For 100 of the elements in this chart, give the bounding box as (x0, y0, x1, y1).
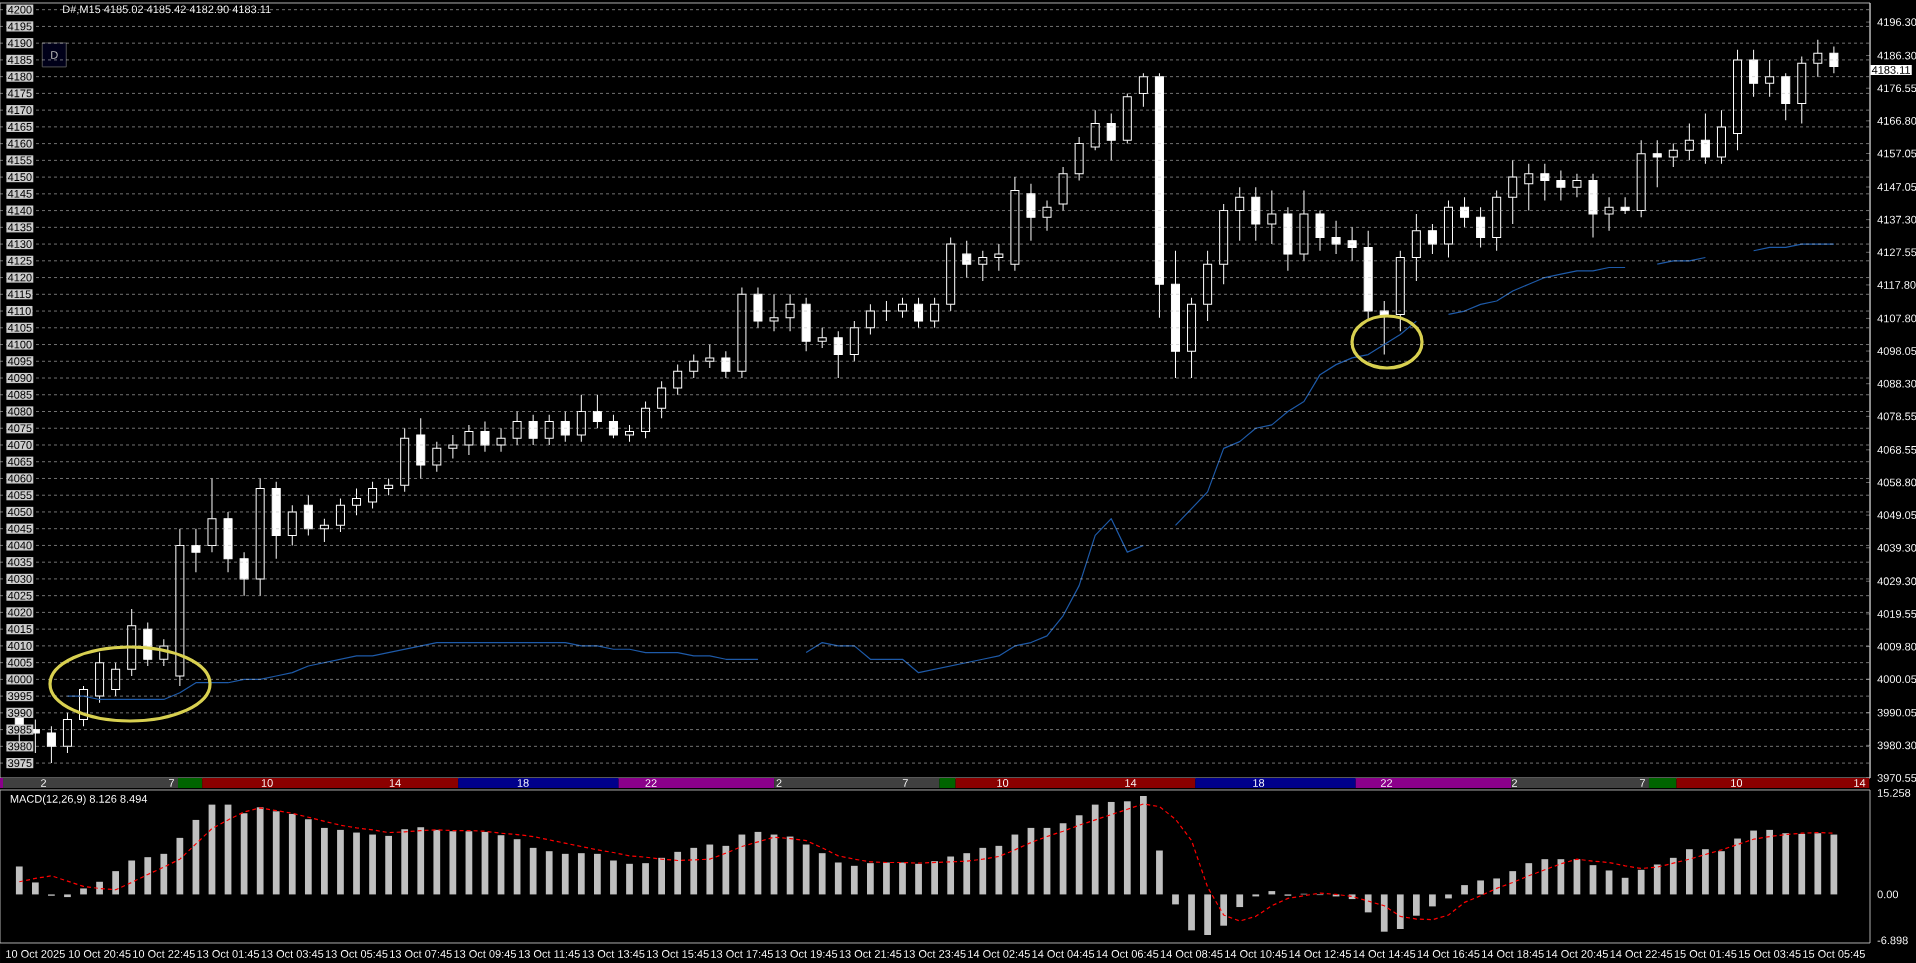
candlestick (544, 414, 554, 446)
y-tick-label: 4075 (7, 424, 32, 433)
y2-tick-label: 4088.30 (1877, 379, 1916, 388)
bar (1669, 857, 1677, 895)
candlestick (1106, 112, 1116, 161)
bar (899, 862, 906, 895)
x-tick-label: 13 Oct 11:45 (518, 950, 580, 958)
bar (867, 863, 874, 895)
bar (1075, 815, 1083, 895)
bar (1091, 804, 1099, 895)
candlestick (689, 354, 699, 379)
y-tick-label: 4080 (7, 407, 32, 416)
bar (1750, 830, 1757, 895)
y-tick-label: 4035 (7, 558, 32, 567)
x-tick-label: 13 Oct 01:45 (197, 950, 260, 958)
bar (947, 856, 955, 895)
bar (144, 857, 152, 895)
y-tick-label: 4065 (7, 457, 32, 466)
y-tick-label: 4000 (7, 675, 32, 684)
bar (160, 853, 168, 895)
y2-tick-label: 4176.55 (1877, 84, 1916, 93)
y2-tick-label: 4186.30 (1877, 51, 1916, 60)
bar (1814, 833, 1822, 895)
bar (931, 861, 938, 895)
y-tick-label: 4175 (7, 89, 32, 98)
bar (288, 813, 296, 895)
y-tick-label: 4060 (7, 474, 32, 483)
y2-tick-label: 4068.55 (1877, 445, 1916, 454)
text: 2 (41, 779, 47, 787)
candlestick (769, 293, 779, 332)
y2-tick-label: 4147.05 (1877, 183, 1916, 191)
bar (1461, 885, 1468, 895)
candlestick (1652, 139, 1662, 188)
x-tick-label: 13 Oct 17:45 (711, 950, 773, 958)
x-tick-label: 14 Oct 02:45 (968, 950, 1030, 958)
bar (1653, 864, 1661, 895)
x-tick-label: 14 Oct 10:45 (1225, 950, 1287, 958)
candlestick (448, 434, 458, 459)
bar (915, 863, 922, 895)
x-tick-label: 14 Oct 18:45 (1482, 950, 1544, 958)
x-tick-label: 13 Oct 13:45 (582, 950, 645, 958)
bar (385, 835, 392, 895)
y-tick-label: 4095 (7, 357, 32, 366)
bar (610, 860, 617, 895)
x-tick-label: 14 Oct 14:45 (1353, 950, 1416, 958)
candlestick (352, 488, 362, 516)
bar (883, 862, 890, 895)
bar (417, 827, 425, 895)
y-tick-label: 4160 (7, 139, 32, 148)
candlestick (833, 330, 843, 379)
bar (369, 834, 376, 895)
text: 10 (261, 779, 273, 787)
bar (818, 853, 826, 895)
text: 7 (169, 779, 175, 787)
candlestick (914, 297, 924, 329)
y-tick-label: 4115 (7, 290, 31, 299)
y-tick-label: 4070 (7, 441, 32, 449)
y-tick-label: 4145 (7, 190, 32, 198)
candlestick (1829, 46, 1839, 74)
bar (353, 832, 360, 895)
y-tick-label: 4105 (7, 323, 32, 332)
bar (802, 844, 810, 895)
bar (1477, 880, 1484, 895)
y-tick-label: -6.898 (1877, 936, 1908, 945)
candlestick (1042, 200, 1052, 232)
bar (690, 847, 698, 895)
y2-tick-label: 4009.80 (1877, 642, 1916, 651)
y-tick-label: 4140 (7, 206, 32, 215)
bar (1123, 801, 1131, 895)
y2-tick-label: 4078.55 (1877, 412, 1916, 421)
bar (1445, 894, 1452, 899)
y-tick-label: 4030 (7, 575, 32, 583)
bar (1220, 894, 1228, 926)
y-tick-label: 3980 (8, 742, 32, 751)
candlestick (962, 240, 972, 279)
bar (1525, 863, 1533, 895)
y-tick-label: 3985 (8, 725, 32, 734)
chart-title: D#,M15 4185.02 4185.42 4182.90 4183.11 (63, 5, 271, 15)
x-tick-label: 13 Oct 15:45 (647, 950, 709, 958)
y-tick-label: 4090 (7, 374, 32, 382)
bar (1766, 829, 1774, 895)
y2-tick-label: 4117.80 (1877, 281, 1916, 289)
bar (1396, 894, 1404, 930)
text: 4183.11 (1871, 66, 1911, 74)
text: 2 (776, 779, 782, 787)
candlestick (1556, 169, 1566, 202)
x-tick-label: 14 Oct 22:45 (1610, 950, 1673, 958)
bar (128, 860, 136, 895)
y-tick-label: 4045 (7, 524, 32, 533)
bar (31, 882, 39, 895)
bar (1236, 894, 1244, 908)
bar (64, 894, 71, 898)
candlestick (1347, 226, 1357, 262)
x-tick-label: 13 Oct 19:45 (775, 950, 838, 958)
y-tick-label: 4015 (7, 625, 32, 634)
candlestick (1331, 220, 1341, 255)
candlestick (1026, 183, 1036, 242)
candlestick (46, 725, 56, 764)
text: 22 (1380, 779, 1393, 787)
candlestick (1620, 196, 1630, 215)
